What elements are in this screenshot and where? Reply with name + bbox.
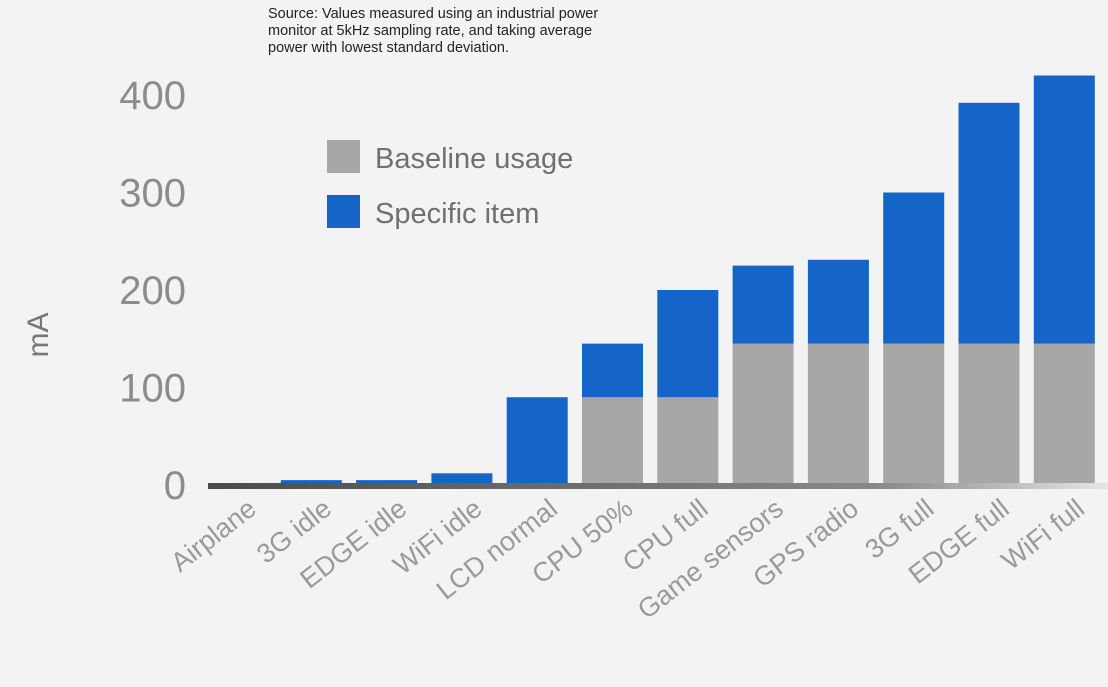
- bar-specific: [582, 344, 643, 398]
- x-axis-line: [208, 483, 1108, 489]
- bar-baseline: [733, 344, 794, 485]
- bar-baseline: [1034, 344, 1095, 485]
- bar-baseline: [883, 344, 944, 485]
- x-tick-label: WiFi full: [996, 493, 1090, 576]
- bar-baseline: [582, 397, 643, 485]
- y-tick-label: 0: [164, 464, 186, 508]
- legend-label: Specific item: [375, 198, 539, 230]
- bar-specific: [883, 193, 944, 344]
- bar-specific: [1034, 76, 1095, 344]
- bar-baseline: [808, 344, 869, 485]
- y-axis-label: mA: [22, 313, 55, 358]
- bar-specific: [733, 266, 794, 344]
- bar-baseline: [959, 344, 1020, 485]
- legend-swatch: [327, 195, 360, 228]
- bar-specific: [959, 103, 1020, 344]
- bar-specific: [507, 397, 568, 485]
- y-tick-label: 100: [119, 367, 186, 411]
- y-tick-label: 200: [119, 269, 186, 313]
- bar-specific: [657, 290, 718, 397]
- y-tick-label: 300: [119, 172, 186, 216]
- bar-specific: [808, 260, 869, 344]
- y-tick-label: 400: [119, 74, 186, 118]
- legend-label: Baseline usage: [375, 143, 573, 175]
- bar-baseline: [657, 397, 718, 485]
- legend-swatch: [327, 140, 360, 173]
